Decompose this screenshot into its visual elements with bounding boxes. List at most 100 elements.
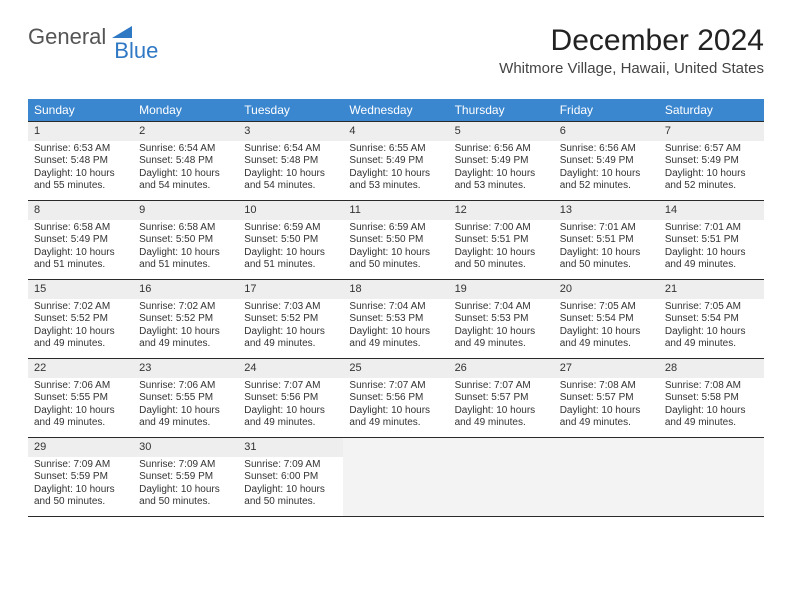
day-cell: 22Sunrise: 7:06 AMSunset: 5:55 PMDayligh…	[28, 359, 133, 437]
day-detail: Sunrise: 6:58 AMSunset: 5:49 PMDaylight:…	[28, 220, 133, 276]
day-cell: 28Sunrise: 7:08 AMSunset: 5:58 PMDayligh…	[659, 359, 764, 437]
day-detail: Sunrise: 6:59 AMSunset: 5:50 PMDaylight:…	[343, 220, 448, 276]
day-number: 2	[133, 122, 238, 141]
day-number: 23	[133, 359, 238, 378]
empty-cell	[449, 438, 554, 516]
logo: General Blue	[28, 24, 184, 50]
day-detail: Sunrise: 6:56 AMSunset: 5:49 PMDaylight:…	[554, 141, 659, 197]
empty-cell	[659, 438, 764, 516]
day-header: Wednesday	[343, 99, 448, 121]
day-number: 24	[238, 359, 343, 378]
title-block: December 2024 Whitmore Village, Hawaii, …	[499, 24, 764, 77]
day-number: 27	[554, 359, 659, 378]
day-detail: Sunrise: 7:01 AMSunset: 5:51 PMDaylight:…	[659, 220, 764, 276]
day-header: Monday	[133, 99, 238, 121]
day-detail: Sunrise: 7:00 AMSunset: 5:51 PMDaylight:…	[449, 220, 554, 276]
day-detail: Sunrise: 6:54 AMSunset: 5:48 PMDaylight:…	[238, 141, 343, 197]
day-number: 17	[238, 280, 343, 299]
day-detail: Sunrise: 7:06 AMSunset: 5:55 PMDaylight:…	[28, 378, 133, 434]
day-detail: Sunrise: 6:53 AMSunset: 5:48 PMDaylight:…	[28, 141, 133, 197]
day-detail: Sunrise: 7:07 AMSunset: 5:56 PMDaylight:…	[343, 378, 448, 434]
day-number: 21	[659, 280, 764, 299]
day-detail: Sunrise: 6:55 AMSunset: 5:49 PMDaylight:…	[343, 141, 448, 197]
day-number: 19	[449, 280, 554, 299]
day-cell: 12Sunrise: 7:00 AMSunset: 5:51 PMDayligh…	[449, 201, 554, 279]
day-number: 12	[449, 201, 554, 220]
day-number: 25	[343, 359, 448, 378]
day-detail: Sunrise: 7:05 AMSunset: 5:54 PMDaylight:…	[659, 299, 764, 355]
day-cell: 31Sunrise: 7:09 AMSunset: 6:00 PMDayligh…	[238, 438, 343, 516]
day-cell: 11Sunrise: 6:59 AMSunset: 5:50 PMDayligh…	[343, 201, 448, 279]
day-number: 11	[343, 201, 448, 220]
day-number: 9	[133, 201, 238, 220]
day-header: Tuesday	[238, 99, 343, 121]
day-number: 22	[28, 359, 133, 378]
calendar: SundayMondayTuesdayWednesdayThursdayFrid…	[28, 99, 764, 517]
empty-cell	[343, 438, 448, 516]
day-detail: Sunrise: 7:05 AMSunset: 5:54 PMDaylight:…	[554, 299, 659, 355]
day-cell: 7Sunrise: 6:57 AMSunset: 5:49 PMDaylight…	[659, 122, 764, 200]
day-number: 8	[28, 201, 133, 220]
day-number: 4	[343, 122, 448, 141]
day-cell: 23Sunrise: 7:06 AMSunset: 5:55 PMDayligh…	[133, 359, 238, 437]
day-cell: 20Sunrise: 7:05 AMSunset: 5:54 PMDayligh…	[554, 280, 659, 358]
day-detail: Sunrise: 7:04 AMSunset: 5:53 PMDaylight:…	[343, 299, 448, 355]
day-cell: 15Sunrise: 7:02 AMSunset: 5:52 PMDayligh…	[28, 280, 133, 358]
logo-text-general: General	[28, 24, 106, 50]
day-cell: 25Sunrise: 7:07 AMSunset: 5:56 PMDayligh…	[343, 359, 448, 437]
day-number: 6	[554, 122, 659, 141]
week-row: 15Sunrise: 7:02 AMSunset: 5:52 PMDayligh…	[28, 279, 764, 358]
day-cell: 9Sunrise: 6:58 AMSunset: 5:50 PMDaylight…	[133, 201, 238, 279]
day-cell: 19Sunrise: 7:04 AMSunset: 5:53 PMDayligh…	[449, 280, 554, 358]
day-detail: Sunrise: 6:57 AMSunset: 5:49 PMDaylight:…	[659, 141, 764, 197]
day-detail: Sunrise: 7:09 AMSunset: 5:59 PMDaylight:…	[28, 457, 133, 513]
day-detail: Sunrise: 7:09 AMSunset: 5:59 PMDaylight:…	[133, 457, 238, 513]
day-detail: Sunrise: 7:09 AMSunset: 6:00 PMDaylight:…	[238, 457, 343, 513]
day-detail: Sunrise: 6:54 AMSunset: 5:48 PMDaylight:…	[133, 141, 238, 197]
day-detail: Sunrise: 7:03 AMSunset: 5:52 PMDaylight:…	[238, 299, 343, 355]
day-header: Sunday	[28, 99, 133, 121]
week-row: 29Sunrise: 7:09 AMSunset: 5:59 PMDayligh…	[28, 437, 764, 517]
day-number: 31	[238, 438, 343, 457]
day-number: 26	[449, 359, 554, 378]
day-number: 30	[133, 438, 238, 457]
day-number: 3	[238, 122, 343, 141]
day-detail: Sunrise: 7:02 AMSunset: 5:52 PMDaylight:…	[28, 299, 133, 355]
day-number: 14	[659, 201, 764, 220]
day-header: Thursday	[449, 99, 554, 121]
day-detail: Sunrise: 7:01 AMSunset: 5:51 PMDaylight:…	[554, 220, 659, 276]
day-cell: 29Sunrise: 7:09 AMSunset: 5:59 PMDayligh…	[28, 438, 133, 516]
day-detail: Sunrise: 7:02 AMSunset: 5:52 PMDaylight:…	[133, 299, 238, 355]
day-cell: 5Sunrise: 6:56 AMSunset: 5:49 PMDaylight…	[449, 122, 554, 200]
weeks-container: 1Sunrise: 6:53 AMSunset: 5:48 PMDaylight…	[28, 121, 764, 517]
day-cell: 10Sunrise: 6:59 AMSunset: 5:50 PMDayligh…	[238, 201, 343, 279]
day-detail: Sunrise: 7:07 AMSunset: 5:56 PMDaylight:…	[238, 378, 343, 434]
day-number: 1	[28, 122, 133, 141]
day-detail: Sunrise: 6:58 AMSunset: 5:50 PMDaylight:…	[133, 220, 238, 276]
header: General Blue December 2024 Whitmore Vill…	[28, 24, 764, 77]
day-detail: Sunrise: 7:07 AMSunset: 5:57 PMDaylight:…	[449, 378, 554, 434]
logo-text-blue: Blue	[114, 38, 158, 64]
day-header: Friday	[554, 99, 659, 121]
day-cell: 8Sunrise: 6:58 AMSunset: 5:49 PMDaylight…	[28, 201, 133, 279]
day-cell: 26Sunrise: 7:07 AMSunset: 5:57 PMDayligh…	[449, 359, 554, 437]
day-detail: Sunrise: 7:08 AMSunset: 5:58 PMDaylight:…	[659, 378, 764, 434]
day-detail: Sunrise: 6:56 AMSunset: 5:49 PMDaylight:…	[449, 141, 554, 197]
day-cell: 6Sunrise: 6:56 AMSunset: 5:49 PMDaylight…	[554, 122, 659, 200]
day-number: 18	[343, 280, 448, 299]
day-cell: 24Sunrise: 7:07 AMSunset: 5:56 PMDayligh…	[238, 359, 343, 437]
day-header: Saturday	[659, 99, 764, 121]
day-cell: 21Sunrise: 7:05 AMSunset: 5:54 PMDayligh…	[659, 280, 764, 358]
day-cell: 17Sunrise: 7:03 AMSunset: 5:52 PMDayligh…	[238, 280, 343, 358]
day-number: 28	[659, 359, 764, 378]
day-detail: Sunrise: 7:06 AMSunset: 5:55 PMDaylight:…	[133, 378, 238, 434]
day-cell: 1Sunrise: 6:53 AMSunset: 5:48 PMDaylight…	[28, 122, 133, 200]
day-number: 29	[28, 438, 133, 457]
day-cell: 13Sunrise: 7:01 AMSunset: 5:51 PMDayligh…	[554, 201, 659, 279]
day-number: 16	[133, 280, 238, 299]
day-cell: 3Sunrise: 6:54 AMSunset: 5:48 PMDaylight…	[238, 122, 343, 200]
day-detail: Sunrise: 6:59 AMSunset: 5:50 PMDaylight:…	[238, 220, 343, 276]
page-title: December 2024	[499, 24, 764, 58]
empty-cell	[554, 438, 659, 516]
day-detail: Sunrise: 7:04 AMSunset: 5:53 PMDaylight:…	[449, 299, 554, 355]
